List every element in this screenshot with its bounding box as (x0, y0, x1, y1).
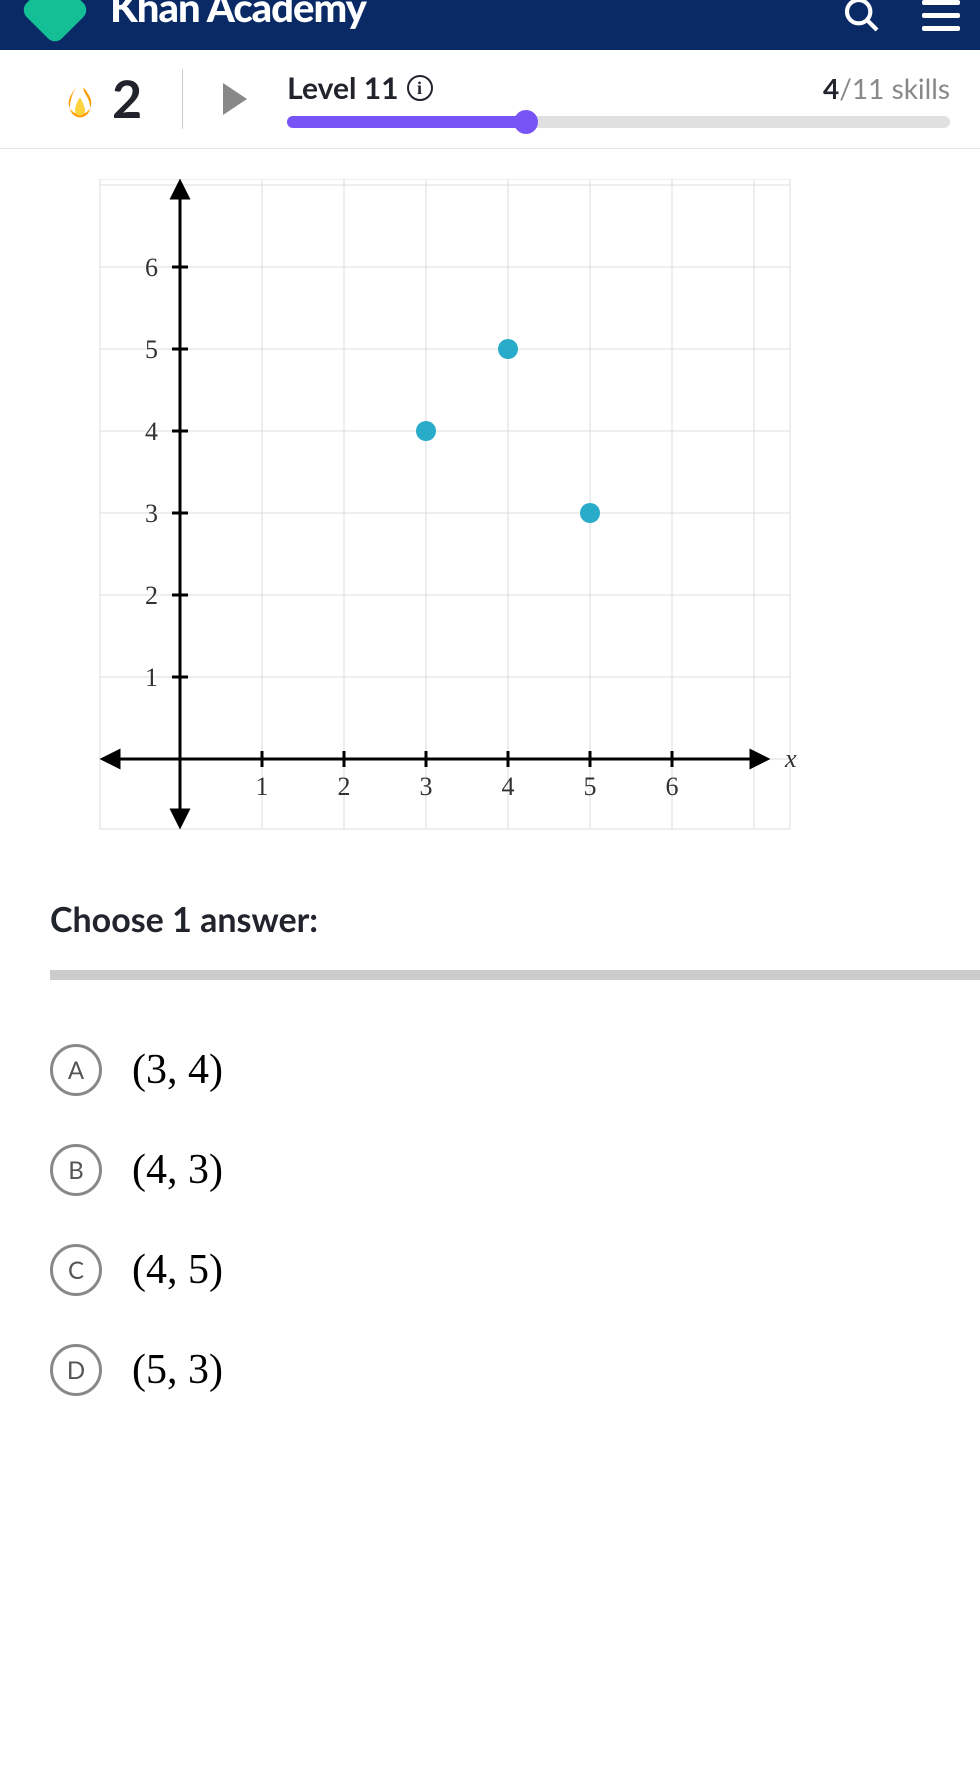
svg-text:6: 6 (145, 253, 158, 282)
level-text: Level 11 (287, 70, 398, 106)
svg-text:3: 3 (145, 499, 158, 528)
skills-done: 4 (823, 71, 839, 105)
choice-letter: A (50, 1044, 102, 1096)
menu-icon[interactable] (922, 0, 960, 31)
answer-choice[interactable]: B (4, 3) (50, 1120, 930, 1220)
divider-thick (50, 970, 980, 980)
chart-svg: 1 2 3 4 5 6 1 2 3 4 5 6 x (50, 179, 870, 839)
level-block: Level 11 i 4/11 skills (287, 70, 950, 128)
question-prompt: Choose 1 answer: (50, 899, 930, 940)
content: 1 2 3 4 5 6 1 2 3 4 5 6 x Choose 1 answer: A (3, 4) B (… (0, 149, 980, 1450)
svg-text:6: 6 (666, 772, 679, 801)
svg-text:1: 1 (256, 772, 269, 801)
skills-total: /11 skills (839, 71, 950, 105)
answer-choice[interactable]: C (4, 5) (50, 1220, 930, 1320)
play-icon[interactable] (223, 83, 247, 115)
search-icon[interactable] (842, 0, 882, 35)
info-icon[interactable]: i (407, 75, 433, 101)
choice-text: (4, 3) (132, 1146, 223, 1194)
progress-header: 2 Level 11 i 4/11 skills (0, 50, 980, 149)
choice-letter: B (50, 1144, 102, 1196)
brand-name: Khan Academy (110, 0, 366, 31)
progress-knob[interactable] (514, 110, 538, 134)
progress-fill (287, 116, 526, 128)
divider (182, 69, 183, 129)
svg-text:4: 4 (145, 417, 158, 446)
skills-progress: 4/11 skills (823, 71, 950, 105)
choice-letter: D (50, 1344, 102, 1396)
scatter-chart: 1 2 3 4 5 6 1 2 3 4 5 6 x (50, 179, 930, 839)
answer-choice[interactable]: A (3, 4) (50, 1020, 930, 1120)
svg-text:3: 3 (420, 772, 433, 801)
level-label: Level 11 i (287, 70, 432, 106)
svg-text:2: 2 (145, 581, 158, 610)
svg-text:5: 5 (145, 335, 158, 364)
logo-badge (20, 0, 91, 45)
svg-text:4: 4 (502, 772, 515, 801)
app-header: Khan Academy (0, 0, 980, 50)
choice-text: (5, 3) (132, 1346, 223, 1394)
choice-text: (4, 5) (132, 1246, 223, 1294)
svg-text:1: 1 (145, 663, 158, 692)
svg-text:x: x (784, 744, 797, 773)
flame-icon (60, 75, 100, 123)
answer-choices: A (3, 4) B (4, 3) C (4, 5) D (5, 3) (50, 1020, 930, 1420)
svg-text:2: 2 (338, 772, 351, 801)
streak-count: 2 (112, 68, 142, 130)
svg-text:5: 5 (584, 772, 597, 801)
choice-text: (3, 4) (132, 1046, 223, 1094)
streak: 2 (60, 68, 142, 130)
progress-track (287, 116, 950, 128)
choice-letter: C (50, 1244, 102, 1296)
answer-choice[interactable]: D (5, 3) (50, 1320, 930, 1420)
